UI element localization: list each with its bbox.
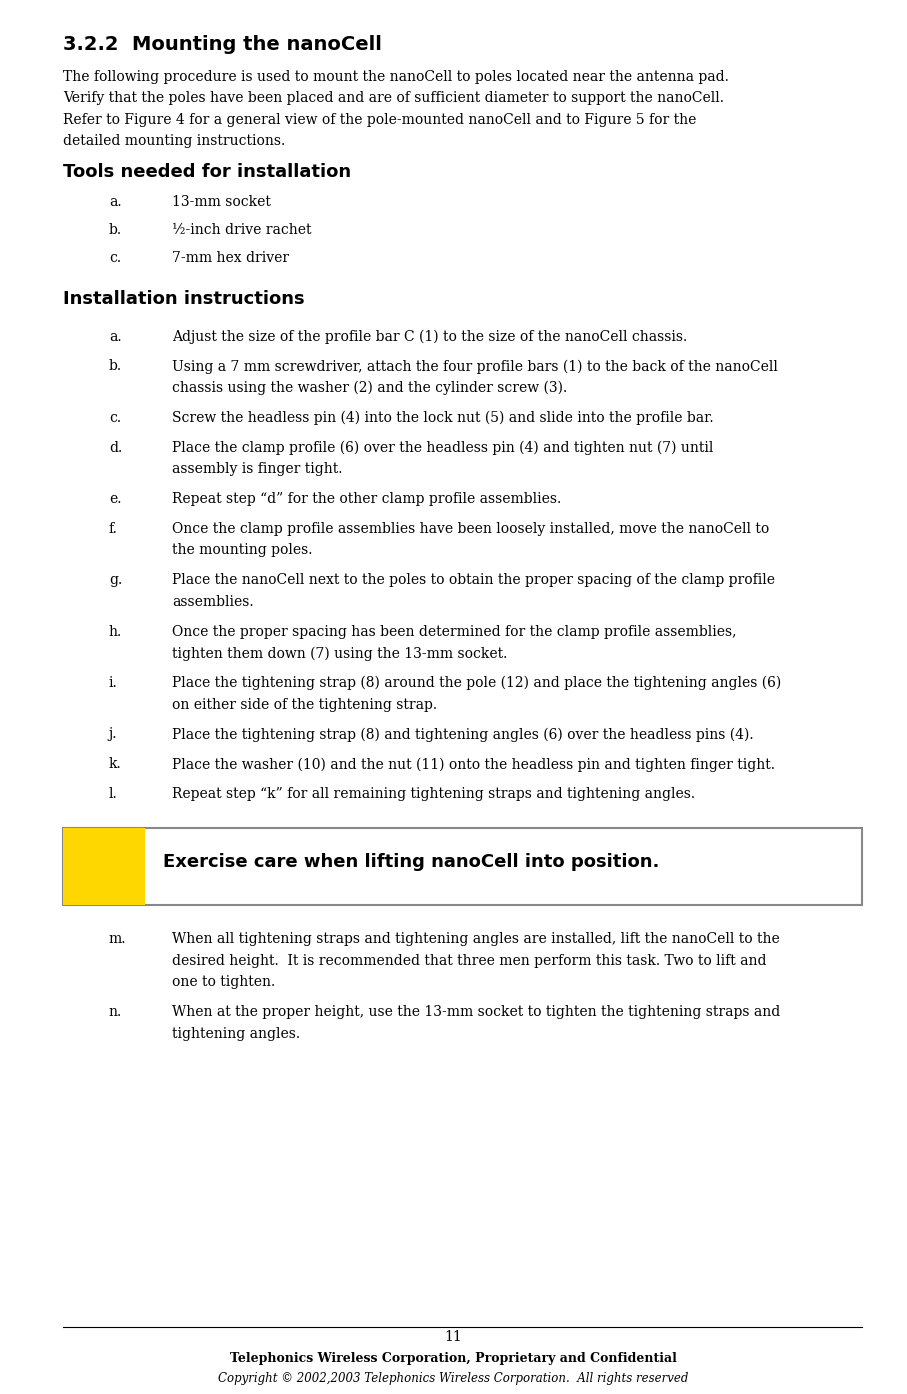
Text: on either side of the tightening strap.: on either side of the tightening strap. <box>172 697 437 711</box>
Text: assembly is finger tight.: assembly is finger tight. <box>172 463 343 477</box>
Text: Verify that the poles have been placed and are of sufficient diameter to support: Verify that the poles have been placed a… <box>63 92 725 106</box>
Text: assemblies.: assemblies. <box>172 595 254 609</box>
Text: 7-mm hex driver: 7-mm hex driver <box>172 251 289 265</box>
Text: Once the clamp profile assemblies have been loosely installed, move the nanoCell: Once the clamp profile assemblies have b… <box>172 521 769 535</box>
Text: Exercise care when lifting nanoCell into position.: Exercise care when lifting nanoCell into… <box>163 853 659 871</box>
Text: i.: i. <box>109 676 118 690</box>
Text: a.: a. <box>109 329 122 343</box>
Text: The following procedure is used to mount the nanoCell to poles located near the : The following procedure is used to mount… <box>63 70 729 84</box>
Text: !: ! <box>95 843 113 881</box>
Text: j.: j. <box>109 728 117 742</box>
Text: 11: 11 <box>444 1330 463 1344</box>
Text: When at the proper height, use the 13-mm socket to tighten the tightening straps: When at the proper height, use the 13-mm… <box>172 1005 781 1019</box>
Text: When all tightening straps and tightening angles are installed, lift the nanoCel: When all tightening straps and tightenin… <box>172 933 780 947</box>
Text: c.: c. <box>109 411 121 425</box>
Text: tightening angles.: tightening angles. <box>172 1027 300 1041</box>
Text: g.: g. <box>109 573 122 587</box>
Text: Once the proper spacing has been determined for the clamp profile assemblies,: Once the proper spacing has been determi… <box>172 625 736 638</box>
Text: h.: h. <box>109 625 122 638</box>
Text: Installation instructions: Installation instructions <box>63 290 305 308</box>
Text: Repeat step “k” for all remaining tightening straps and tightening angles.: Repeat step “k” for all remaining tighte… <box>172 788 696 802</box>
Text: b.: b. <box>109 223 122 237</box>
Text: Adjust the size of the profile bar C (1) to the size of the nanoCell chassis.: Adjust the size of the profile bar C (1)… <box>172 329 688 344</box>
Text: ½-inch drive rachet: ½-inch drive rachet <box>172 223 312 237</box>
Text: detailed mounting instructions.: detailed mounting instructions. <box>63 134 286 148</box>
Text: Place the nanoCell next to the poles to obtain the proper spacing of the clamp p: Place the nanoCell next to the poles to … <box>172 573 775 587</box>
Text: Repeat step “d” for the other clamp profile assemblies.: Repeat step “d” for the other clamp prof… <box>172 492 561 506</box>
Text: Screw the headless pin (4) into the lock nut (5) and slide into the profile bar.: Screw the headless pin (4) into the lock… <box>172 411 714 425</box>
FancyBboxPatch shape <box>63 828 145 905</box>
Text: desired height.  It is recommended that three men perform this task. Two to lift: desired height. It is recommended that t… <box>172 953 766 967</box>
Text: 3.2.2  Mounting the nanoCell: 3.2.2 Mounting the nanoCell <box>63 35 383 54</box>
Text: b.: b. <box>109 360 122 374</box>
Text: Using a 7 mm screwdriver, attach the four profile bars (1) to the back of the na: Using a 7 mm screwdriver, attach the fou… <box>172 360 778 374</box>
Text: k.: k. <box>109 757 122 771</box>
Text: n.: n. <box>109 1005 122 1019</box>
Text: tighten them down (7) using the 13-mm socket.: tighten them down (7) using the 13-mm so… <box>172 647 508 661</box>
Text: 13-mm socket: 13-mm socket <box>172 195 271 209</box>
Text: f.: f. <box>109 521 118 535</box>
FancyBboxPatch shape <box>63 828 862 905</box>
Text: chassis using the washer (2) and the cylinder screw (3).: chassis using the washer (2) and the cyl… <box>172 381 568 396</box>
Text: Place the clamp profile (6) over the headless pin (4) and tighten nut (7) until: Place the clamp profile (6) over the hea… <box>172 441 714 454</box>
Text: c.: c. <box>109 251 121 265</box>
Text: one to tighten.: one to tighten. <box>172 976 276 990</box>
Text: Telephonics Wireless Corporation, Proprietary and Confidential: Telephonics Wireless Corporation, Propri… <box>230 1352 677 1365</box>
Text: Place the washer (10) and the nut (11) onto the headless pin and tighten finger : Place the washer (10) and the nut (11) o… <box>172 757 775 772</box>
Text: Place the tightening strap (8) and tightening angles (6) over the headless pins : Place the tightening strap (8) and tight… <box>172 728 754 742</box>
Text: Tools needed for installation: Tools needed for installation <box>63 163 352 181</box>
Text: a.: a. <box>109 195 122 209</box>
Text: Place the tightening strap (8) around the pole (12) and place the tightening ang: Place the tightening strap (8) around th… <box>172 676 782 690</box>
Text: Copyright © 2002,2003 Telephonics Wireless Corporation.  All rights reserved: Copyright © 2002,2003 Telephonics Wirele… <box>219 1372 688 1384</box>
Text: l.: l. <box>109 788 118 802</box>
Text: m.: m. <box>109 933 126 947</box>
Text: d.: d. <box>109 441 122 454</box>
Text: the mounting poles.: the mounting poles. <box>172 544 313 558</box>
Text: Refer to Figure 4 for a general view of the pole-mounted nanoCell and to Figure : Refer to Figure 4 for a general view of … <box>63 113 697 127</box>
Text: e.: e. <box>109 492 122 506</box>
